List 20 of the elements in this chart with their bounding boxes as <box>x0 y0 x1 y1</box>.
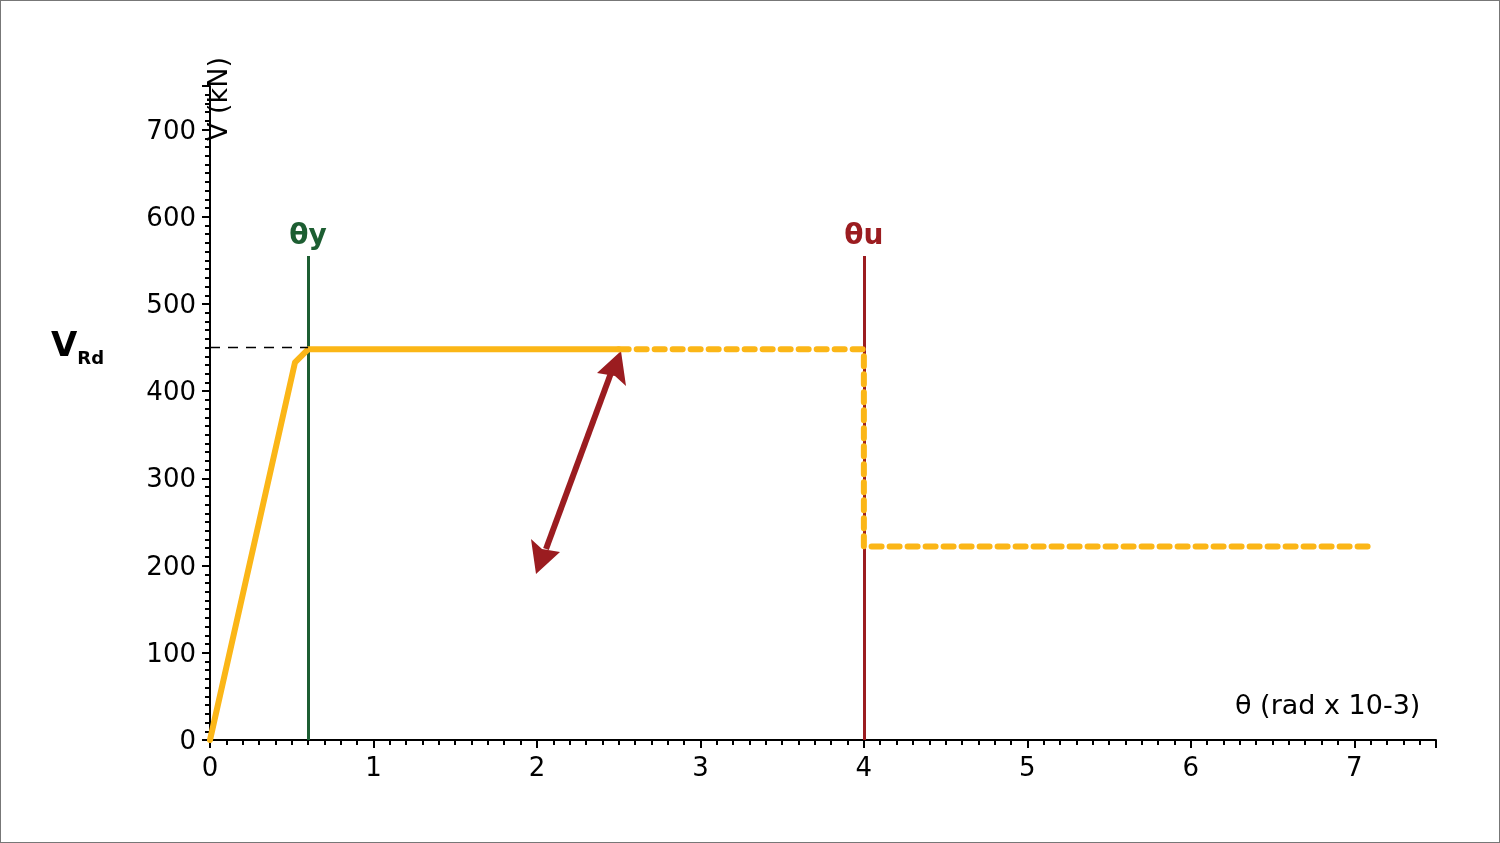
y-tick-label: 0 <box>179 725 196 755</box>
x-tick-label: 3 <box>692 752 709 782</box>
x-tick-label: 2 <box>528 752 546 782</box>
x-tick-label: 0 <box>201 752 219 782</box>
x-tick-label: 5 <box>1019 752 1036 782</box>
y-tick-label: 500 <box>146 289 196 319</box>
text: V$_{Rd}$ <box>51 323 105 368</box>
x-tick-label: 7 <box>1345 752 1363 782</box>
x-tick-label: 1 <box>365 752 382 782</box>
x-tick-label: 6 <box>1182 752 1200 782</box>
ref-line-label: θy <box>289 217 327 251</box>
y-tick-label: 200 <box>146 550 196 581</box>
x-axis-title: θ (rad x 10-3) <box>1235 689 1421 720</box>
ref-line-label: θu <box>844 217 884 251</box>
y-tick-label: 600 <box>146 201 196 232</box>
y-tick-label: 700 <box>146 114 196 145</box>
y-tick-label: 300 <box>146 463 196 494</box>
y-tick-label: 400 <box>146 376 196 407</box>
x-tick-label: 4 <box>855 752 873 782</box>
y-tick-label: 100 <box>146 637 196 668</box>
